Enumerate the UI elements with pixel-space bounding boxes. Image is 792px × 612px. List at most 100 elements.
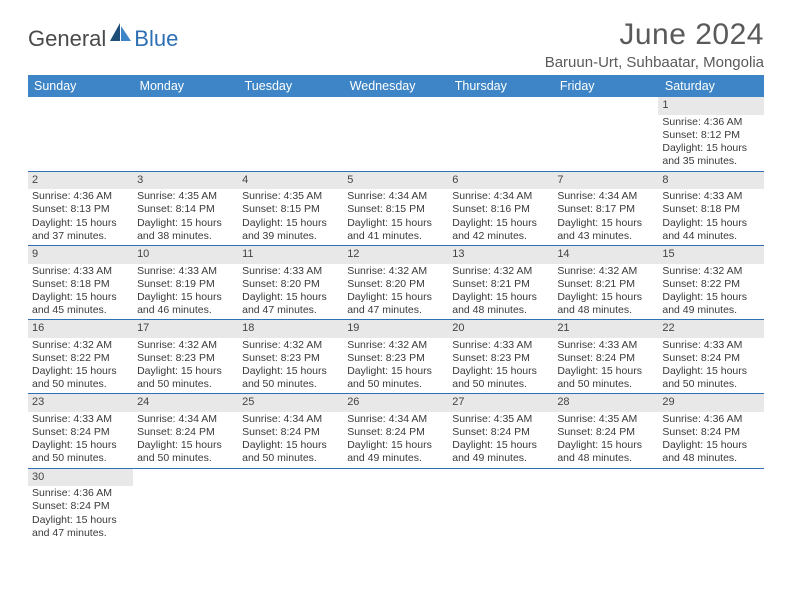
day-body: Sunrise: 4:36 AMSunset: 8:13 PMDaylight:… (28, 189, 133, 245)
day-number: 13 (448, 246, 553, 264)
daylight-text: Daylight: 15 hours and 50 minutes. (452, 365, 549, 391)
day-number: 23 (28, 394, 133, 412)
daylight-text: Daylight: 15 hours and 50 minutes. (347, 365, 444, 391)
sunrise-text: Sunrise: 4:36 AM (662, 413, 759, 426)
daylight-text: Daylight: 15 hours and 48 minutes. (662, 439, 759, 465)
day-body: Sunrise: 4:34 AMSunset: 8:16 PMDaylight:… (448, 189, 553, 245)
sunrise-text: Sunrise: 4:33 AM (32, 413, 129, 426)
calendar-cell (553, 468, 658, 542)
sunset-text: Sunset: 8:18 PM (662, 203, 759, 216)
sunset-text: Sunset: 8:13 PM (32, 203, 129, 216)
day-body: Sunrise: 4:34 AMSunset: 8:17 PMDaylight:… (553, 189, 658, 245)
day-number: 14 (553, 246, 658, 264)
sunrise-text: Sunrise: 4:34 AM (347, 190, 444, 203)
calendar-page: General Blue June 2024 Baruun-Urt, Suhba… (0, 0, 792, 542)
daylight-text: Daylight: 15 hours and 46 minutes. (137, 291, 234, 317)
calendar-row: 30Sunrise: 4:36 AMSunset: 8:24 PMDayligh… (28, 468, 764, 542)
daylight-text: Daylight: 15 hours and 50 minutes. (242, 365, 339, 391)
sunset-text: Sunset: 8:24 PM (242, 426, 339, 439)
sunrise-text: Sunrise: 4:32 AM (242, 339, 339, 352)
calendar-cell: 22Sunrise: 4:33 AMSunset: 8:24 PMDayligh… (658, 320, 763, 394)
day-number: 4 (238, 172, 343, 190)
sunrise-text: Sunrise: 4:36 AM (662, 116, 759, 129)
day-header: Sunday (28, 75, 133, 97)
day-body: Sunrise: 4:33 AMSunset: 8:24 PMDaylight:… (28, 412, 133, 468)
calendar-cell (238, 97, 343, 171)
sunset-text: Sunset: 8:15 PM (242, 203, 339, 216)
sunrise-text: Sunrise: 4:35 AM (452, 413, 549, 426)
day-body: Sunrise: 4:33 AMSunset: 8:23 PMDaylight:… (448, 338, 553, 394)
daylight-text: Daylight: 15 hours and 47 minutes. (347, 291, 444, 317)
day-body: Sunrise: 4:33 AMSunset: 8:19 PMDaylight:… (133, 264, 238, 320)
sunset-text: Sunset: 8:23 PM (452, 352, 549, 365)
calendar-cell: 1Sunrise: 4:36 AMSunset: 8:12 PMDaylight… (658, 97, 763, 171)
calendar-row: 2Sunrise: 4:36 AMSunset: 8:13 PMDaylight… (28, 171, 764, 245)
sunset-text: Sunset: 8:21 PM (452, 278, 549, 291)
calendar-cell: 9Sunrise: 4:33 AMSunset: 8:18 PMDaylight… (28, 245, 133, 319)
day-number: 3 (133, 172, 238, 190)
calendar-cell (553, 97, 658, 171)
daylight-text: Daylight: 15 hours and 47 minutes. (32, 514, 129, 540)
page-header: General Blue June 2024 Baruun-Urt, Suhba… (28, 18, 764, 71)
logo: General Blue (28, 18, 178, 52)
calendar-cell: 19Sunrise: 4:32 AMSunset: 8:23 PMDayligh… (343, 320, 448, 394)
day-header: Saturday (658, 75, 763, 97)
day-body: Sunrise: 4:33 AMSunset: 8:24 PMDaylight:… (658, 338, 763, 394)
day-body: Sunrise: 4:35 AMSunset: 8:14 PMDaylight:… (133, 189, 238, 245)
sunrise-text: Sunrise: 4:36 AM (32, 190, 129, 203)
sunrise-text: Sunrise: 4:32 AM (557, 265, 654, 278)
calendar-cell: 10Sunrise: 4:33 AMSunset: 8:19 PMDayligh… (133, 245, 238, 319)
sunset-text: Sunset: 8:24 PM (137, 426, 234, 439)
day-body: Sunrise: 4:32 AMSunset: 8:22 PMDaylight:… (658, 264, 763, 320)
sunset-text: Sunset: 8:23 PM (242, 352, 339, 365)
sunrise-text: Sunrise: 4:34 AM (557, 190, 654, 203)
day-body: Sunrise: 4:32 AMSunset: 8:21 PMDaylight:… (448, 264, 553, 320)
calendar-cell: 16Sunrise: 4:32 AMSunset: 8:22 PMDayligh… (28, 320, 133, 394)
sunset-text: Sunset: 8:24 PM (557, 426, 654, 439)
day-number: 10 (133, 246, 238, 264)
sunset-text: Sunset: 8:24 PM (347, 426, 444, 439)
sunset-text: Sunset: 8:24 PM (32, 426, 129, 439)
calendar-cell: 12Sunrise: 4:32 AMSunset: 8:20 PMDayligh… (343, 245, 448, 319)
daylight-text: Daylight: 15 hours and 48 minutes. (452, 291, 549, 317)
day-body: Sunrise: 4:32 AMSunset: 8:21 PMDaylight:… (553, 264, 658, 320)
sunrise-text: Sunrise: 4:34 AM (137, 413, 234, 426)
calendar-cell: 5Sunrise: 4:34 AMSunset: 8:15 PMDaylight… (343, 171, 448, 245)
day-header: Tuesday (238, 75, 343, 97)
calendar-cell: 18Sunrise: 4:32 AMSunset: 8:23 PMDayligh… (238, 320, 343, 394)
day-body: Sunrise: 4:32 AMSunset: 8:20 PMDaylight:… (343, 264, 448, 320)
daylight-text: Daylight: 15 hours and 50 minutes. (137, 439, 234, 465)
day-body: Sunrise: 4:32 AMSunset: 8:23 PMDaylight:… (343, 338, 448, 394)
day-body: Sunrise: 4:33 AMSunset: 8:20 PMDaylight:… (238, 264, 343, 320)
sunrise-text: Sunrise: 4:34 AM (347, 413, 444, 426)
day-number: 19 (343, 320, 448, 338)
day-body: Sunrise: 4:32 AMSunset: 8:22 PMDaylight:… (28, 338, 133, 394)
calendar-row: 9Sunrise: 4:33 AMSunset: 8:18 PMDaylight… (28, 245, 764, 319)
day-number: 1 (658, 97, 763, 115)
calendar-cell (448, 468, 553, 542)
calendar-cell: 20Sunrise: 4:33 AMSunset: 8:23 PMDayligh… (448, 320, 553, 394)
sunrise-text: Sunrise: 4:33 AM (137, 265, 234, 278)
day-number: 16 (28, 320, 133, 338)
calendar-cell: 24Sunrise: 4:34 AMSunset: 8:24 PMDayligh… (133, 394, 238, 468)
calendar-cell: 4Sunrise: 4:35 AMSunset: 8:15 PMDaylight… (238, 171, 343, 245)
calendar-cell: 23Sunrise: 4:33 AMSunset: 8:24 PMDayligh… (28, 394, 133, 468)
sunrise-text: Sunrise: 4:33 AM (242, 265, 339, 278)
calendar-cell: 6Sunrise: 4:34 AMSunset: 8:16 PMDaylight… (448, 171, 553, 245)
calendar-row: 16Sunrise: 4:32 AMSunset: 8:22 PMDayligh… (28, 320, 764, 394)
calendar-cell: 14Sunrise: 4:32 AMSunset: 8:21 PMDayligh… (553, 245, 658, 319)
calendar-cell: 13Sunrise: 4:32 AMSunset: 8:21 PMDayligh… (448, 245, 553, 319)
day-header: Monday (133, 75, 238, 97)
day-number: 9 (28, 246, 133, 264)
day-header: Thursday (448, 75, 553, 97)
calendar-cell: 17Sunrise: 4:32 AMSunset: 8:23 PMDayligh… (133, 320, 238, 394)
sunset-text: Sunset: 8:22 PM (662, 278, 759, 291)
calendar-cell: 30Sunrise: 4:36 AMSunset: 8:24 PMDayligh… (28, 468, 133, 542)
daylight-text: Daylight: 15 hours and 50 minutes. (32, 365, 129, 391)
calendar-cell: 2Sunrise: 4:36 AMSunset: 8:13 PMDaylight… (28, 171, 133, 245)
day-body: Sunrise: 4:35 AMSunset: 8:15 PMDaylight:… (238, 189, 343, 245)
sunrise-text: Sunrise: 4:32 AM (452, 265, 549, 278)
sunrise-text: Sunrise: 4:33 AM (557, 339, 654, 352)
sunset-text: Sunset: 8:14 PM (137, 203, 234, 216)
day-body: Sunrise: 4:36 AMSunset: 8:12 PMDaylight:… (658, 115, 763, 171)
